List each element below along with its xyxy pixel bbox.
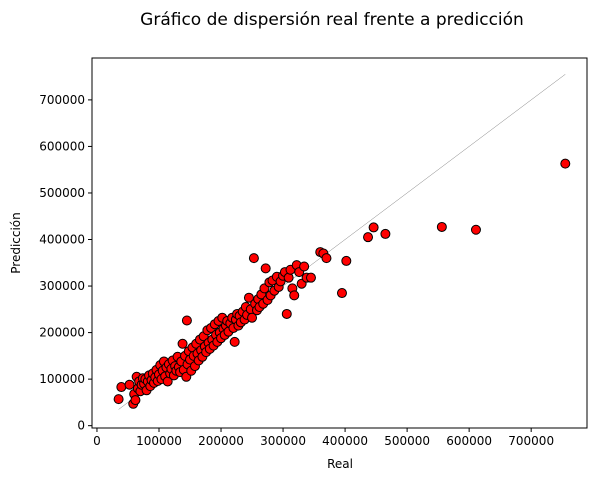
scatter-point	[181, 315, 192, 326]
x-tick-label: 0	[93, 434, 101, 448]
scatter-point	[177, 338, 188, 349]
x-tick-label: 600000	[446, 434, 492, 448]
x-axis: 0 100000 200000 300000 400000 500000 600000 700…	[93, 428, 554, 448]
scatter-point	[289, 290, 300, 301]
scatter-point	[368, 222, 379, 233]
y-tick-label: 200000	[39, 326, 85, 340]
y-tick-label: 700000	[39, 93, 85, 107]
scatter-point	[363, 232, 374, 243]
scatter-point	[281, 308, 292, 319]
y-tick-label: 300000	[39, 279, 85, 293]
y-tick-label: 100000	[39, 372, 85, 386]
scatter-point	[336, 288, 347, 299]
y-tick-label: 600000	[39, 139, 85, 153]
scatter-point	[470, 224, 481, 235]
x-tick-label: 400000	[322, 434, 368, 448]
x-tick-label: 100000	[136, 434, 182, 448]
scatter-point	[380, 228, 391, 239]
scatter-point	[248, 253, 259, 264]
scatter-point	[560, 158, 571, 169]
scatter-point	[299, 261, 310, 272]
scatter-point	[247, 312, 258, 323]
scatter-point	[130, 395, 141, 406]
scatter-point	[321, 253, 332, 264]
chart-title: Gráfico de dispersión real frente a pred…	[140, 10, 524, 30]
scatter-point	[341, 255, 352, 266]
scatter-point	[305, 272, 316, 283]
y-tick-label: 0	[77, 419, 85, 433]
y-axis-label: Predicción	[9, 212, 23, 274]
scatter-point	[116, 382, 127, 393]
y-tick-label: 400000	[39, 233, 85, 247]
scatter-point	[229, 336, 240, 347]
x-tick-label: 200000	[198, 434, 244, 448]
scatter-point	[436, 221, 447, 232]
y-axis: 0 100000 200000 300000 400000 500000 600000 700…	[39, 93, 92, 433]
x-tick-label: 300000	[260, 434, 306, 448]
scatter-point	[124, 379, 135, 390]
y-tick-label: 500000	[39, 186, 85, 200]
scatter-point	[113, 394, 124, 405]
x-tick-label: 500000	[384, 434, 430, 448]
x-axis-label: Real	[327, 457, 353, 471]
x-tick-label: 700000	[508, 434, 554, 448]
plot-area	[113, 74, 571, 410]
axes-frame	[91, 57, 588, 429]
scatter-point	[260, 263, 271, 274]
